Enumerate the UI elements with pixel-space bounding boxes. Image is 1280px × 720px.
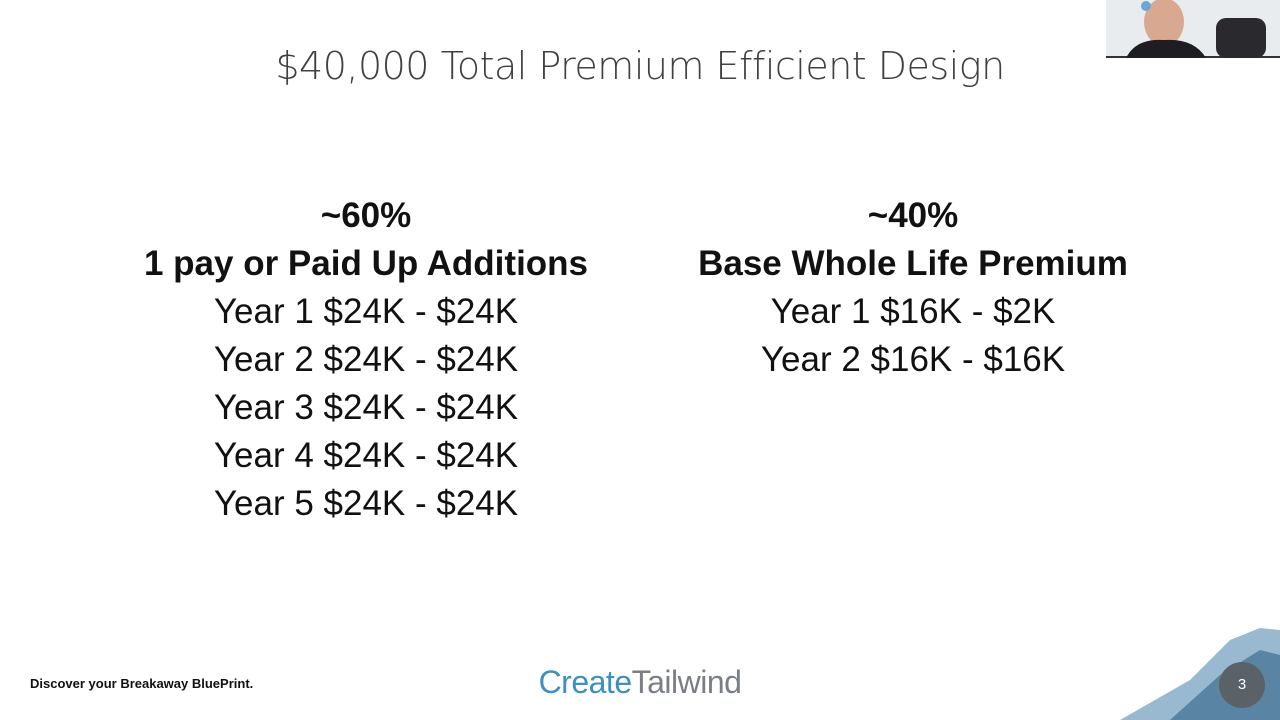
- line: Year 5 $24K - $24K: [213, 484, 519, 523]
- percent: ~40%: [867, 196, 959, 235]
- logo-tailwind: Tailwind: [631, 664, 742, 700]
- percent: ~60%: [320, 196, 412, 235]
- column-heading: 1 pay or Paid Up Additions: [143, 244, 589, 283]
- line: Year 2 $16K - $16K: [760, 340, 1066, 379]
- line: Year 3 $24K - $24K: [213, 388, 519, 427]
- line: Year 1 $16K - $2K: [770, 292, 1056, 331]
- line: Year 4 $24K - $24K: [213, 436, 519, 475]
- column: ~60% 1 pay or Paid Up Additions Year 1 $…: [86, 192, 646, 528]
- webcam-thumbnail: [1106, 0, 1280, 58]
- page-number: 3: [1219, 662, 1265, 708]
- line: Year 1 $24K - $24K: [213, 292, 519, 331]
- footer-tagline: Discover your Breakaway BluePrint.: [30, 676, 254, 691]
- line: Year 2 $24K - $24K: [213, 340, 519, 379]
- logo: CreateTailwind: [0, 664, 1280, 701]
- column-heading: Base Whole Life Premium: [698, 244, 1128, 283]
- column: ~40% Base Whole Life Premium Year 1 $16K…: [633, 192, 1193, 384]
- logo-create: Create: [538, 664, 633, 700]
- slide-title: $40,000 Total Premium Efficient Design: [275, 44, 1005, 88]
